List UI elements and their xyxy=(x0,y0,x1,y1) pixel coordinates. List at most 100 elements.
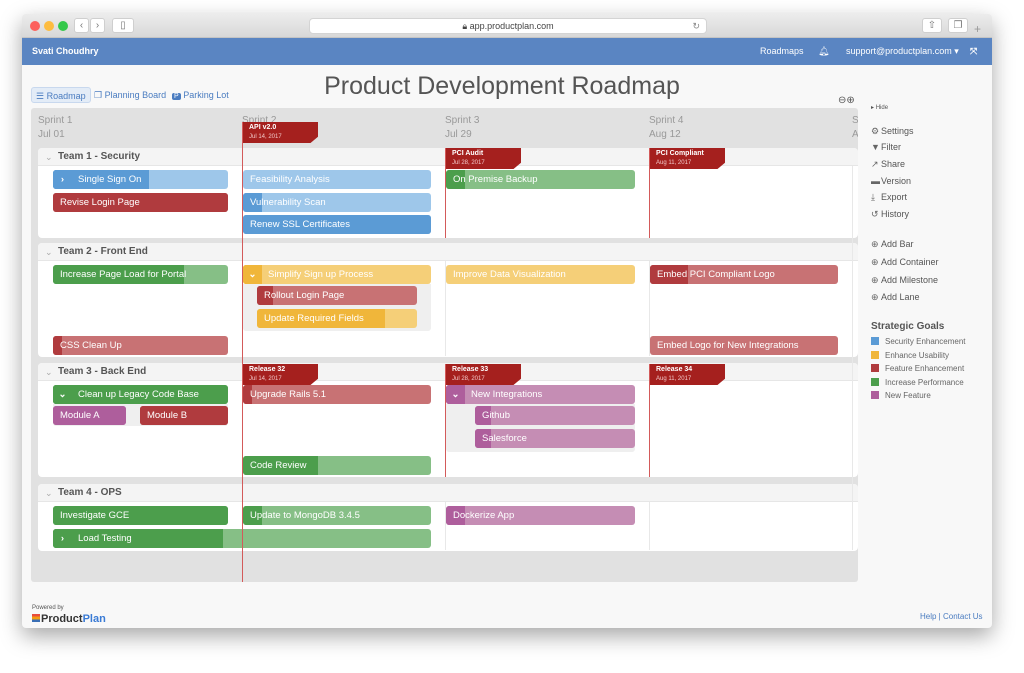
chevron-down-icon[interactable]: ⌄ xyxy=(45,152,53,162)
roadmap-bar[interactable]: ⌄ Simplify Sign up Process xyxy=(243,265,431,284)
chevron-down-icon[interactable]: ⌄ xyxy=(243,265,262,284)
milestone-flag[interactable]: PCI Compliant Aug 11, 2017 xyxy=(650,148,725,169)
account-menu[interactable]: support@productplan.com ▾ xyxy=(846,46,959,56)
legend-swatch xyxy=(871,391,879,399)
tab-label: Parking Lot xyxy=(183,90,229,100)
roadmap-bar[interactable]: ⌄ Clean up Legacy Code Base xyxy=(53,385,228,404)
milestone-flag[interactable]: Release 33 Jul 28, 2017 xyxy=(446,364,521,385)
roadmap-bar[interactable]: Investigate GCE xyxy=(53,506,228,525)
roadmap-bar[interactable]: Code Review xyxy=(243,456,431,475)
tab-planning-board[interactable]: ❐ Planning Board xyxy=(90,87,170,103)
progress-fill xyxy=(446,506,465,525)
progress-fill xyxy=(140,406,228,425)
column-divider xyxy=(649,502,650,550)
roadmap-bar[interactable]: Upgrade Rails 5.1 xyxy=(243,385,431,404)
roadmap-bar[interactable]: ⌄ New Integrations xyxy=(446,385,635,404)
share-browser-icon[interactable]: ⇧ xyxy=(922,18,942,33)
bell-icon[interactable]: 🔔︎ xyxy=(818,46,830,56)
parking-icon: P xyxy=(172,93,181,100)
roadmap-bar[interactable]: Update Required Fields xyxy=(257,309,417,328)
forward-button[interactable]: › xyxy=(90,18,105,33)
sidebar-settings[interactable]: ⚙ Settings xyxy=(871,126,914,137)
sidebar-share[interactable]: ↗ Share xyxy=(871,159,905,170)
progress-fill xyxy=(53,336,62,355)
plus-circle-icon: ⊕ xyxy=(871,257,879,267)
roadmap-bar[interactable]: Dockerize App xyxy=(446,506,635,525)
sidebar-history[interactable]: ↺ History xyxy=(871,209,909,220)
roadmap-bar[interactable]: Feasibility Analysis xyxy=(243,170,431,189)
roadmap-bar[interactable]: Embed Logo for New Integrations xyxy=(650,336,838,355)
chevron-right-icon[interactable]: › xyxy=(53,529,72,548)
share-icon: ↗ xyxy=(871,159,879,169)
milestone-flag[interactable]: API v2.0 Jul 14, 2017 xyxy=(243,122,318,143)
tabs-icon[interactable]: ❐ xyxy=(948,18,968,33)
maximize-window-button[interactable] xyxy=(58,21,68,31)
fullscreen-icon[interactable]: ⤧ xyxy=(970,46,978,56)
roadmap-bar[interactable]: Renew SSL Certificates xyxy=(243,215,431,234)
browser-window: ‹ › ▯ 🔒︎ app.productplan.com ↻ ⇧ ❐ + Svat… xyxy=(22,14,992,628)
roadmap-bar[interactable]: Revise Login Page xyxy=(53,193,228,212)
roadmap-bar[interactable]: Improve Data Visualization xyxy=(446,265,635,284)
tab-roadmap[interactable]: ☰ Roadmap xyxy=(31,87,91,103)
sidebar-label: Share xyxy=(881,159,906,169)
roadmap-bar[interactable]: › Single Sign On xyxy=(53,170,228,189)
lane-header[interactable]: ⌄ Team 4 - OPS xyxy=(38,484,858,502)
bar-label: New Integrations xyxy=(471,389,543,400)
roadmap-bar[interactable]: On Premise Backup xyxy=(446,170,635,189)
bar-label: Module A xyxy=(60,410,100,421)
sidebar-export[interactable]: ⤓ Export xyxy=(871,192,907,203)
progress-fill xyxy=(53,170,150,189)
roadmap-bar[interactable]: Module B xyxy=(140,406,228,425)
sidebar-add-item[interactable]: ⊕ Add Lane xyxy=(871,292,920,303)
roadmap-bar[interactable]: Increase Page Load for Portal xyxy=(53,265,228,284)
roadmap-bar[interactable]: Module A xyxy=(53,406,126,425)
chevron-down-icon[interactable]: ⌄ xyxy=(45,247,53,257)
milestone-date: Jul 28, 2017 xyxy=(452,160,485,166)
sprint-date: Jul 01 xyxy=(38,129,65,140)
sidebar-add-item[interactable]: ⊕ Add Bar xyxy=(871,239,914,250)
bar-label: Embed Logo for New Integrations xyxy=(657,340,799,351)
zoom-in-icon[interactable]: ⊕ xyxy=(846,95,855,106)
roadmap-bar[interactable]: Vulnerability Scan xyxy=(243,193,431,212)
bar-label: Single Sign On xyxy=(78,174,142,185)
milestone-flag[interactable]: Release 34 Aug 11, 2017 xyxy=(650,364,725,385)
chevron-down-icon[interactable]: ⌄ xyxy=(45,488,53,498)
milestone-flag[interactable]: PCI Audit Jul 28, 2017 xyxy=(446,148,521,169)
close-window-button[interactable] xyxy=(30,21,40,31)
roadmap-bar[interactable]: Rollout Login Page xyxy=(257,286,417,305)
sidebar-filter[interactable]: ▼Filter xyxy=(871,142,901,152)
lane-header[interactable]: ⌄ Team 2 - Front End xyxy=(38,243,858,261)
milestone-name: Release 33 xyxy=(452,366,489,373)
help-contact-links[interactable]: Help | Contact Us xyxy=(920,612,983,621)
new-tab-icon[interactable]: + xyxy=(974,22,982,36)
sidebar-label: Export xyxy=(881,192,908,202)
plus-circle-icon: ⊕ xyxy=(871,239,879,249)
back-button[interactable]: ‹ xyxy=(74,18,89,33)
chevron-down-icon[interactable]: ⌄ xyxy=(53,385,72,404)
productplan-logo[interactable]: ProductPlan xyxy=(32,613,106,625)
zoom-out-icon[interactable]: ⊖ xyxy=(838,95,847,106)
hide-sidebar-button[interactable]: ▸ Hide xyxy=(871,105,889,111)
powered-by: Powered by xyxy=(32,605,64,611)
address-bar[interactable]: 🔒︎ app.productplan.com ↻ xyxy=(309,18,707,34)
lane-title: Team 3 - Back End xyxy=(58,366,147,377)
roadmap-bar[interactable]: Github xyxy=(475,406,635,425)
sidebar-add-item[interactable]: ⊕ Add Milestone xyxy=(871,275,938,286)
sidebar-toggle-icon[interactable]: ▯ xyxy=(112,18,134,33)
tab-parking-lot[interactable]: P Parking Lot xyxy=(168,87,233,103)
bar-label: Module B xyxy=(147,410,188,421)
sprint-date: Aug 12 xyxy=(649,129,681,140)
chevron-down-icon[interactable]: ⌄ xyxy=(446,385,465,404)
roadmaps-link[interactable]: Roadmaps xyxy=(760,46,804,56)
roadmap-bar[interactable]: CSS Clean Up xyxy=(53,336,228,355)
chevron-right-icon[interactable]: › xyxy=(53,170,72,189)
roadmap-bar[interactable]: Salesforce xyxy=(475,429,635,448)
roadmap-bar[interactable]: Embed PCI Compliant Logo xyxy=(650,265,838,284)
reload-icon[interactable]: ↻ xyxy=(692,21,700,31)
sidebar-version[interactable]: ▬Version xyxy=(871,176,911,186)
chevron-down-icon[interactable]: ⌄ xyxy=(45,367,53,377)
sidebar-add-item[interactable]: ⊕ Add Container xyxy=(871,257,939,268)
roadmap-bar[interactable]: Update to MongoDB 3.4.5 xyxy=(243,506,431,525)
minimize-window-button[interactable] xyxy=(44,21,54,31)
milestone-flag[interactable]: Release 32 Jul 14, 2017 xyxy=(243,364,318,385)
